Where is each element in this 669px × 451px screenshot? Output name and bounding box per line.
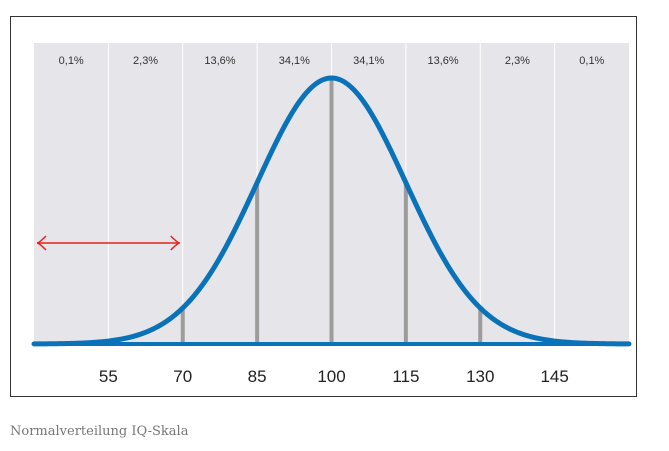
normal-curve xyxy=(31,75,632,347)
arrow-head-right xyxy=(170,235,180,251)
band-percentage-label: 0,1% xyxy=(579,55,604,67)
band-percentage-label: 34,1% xyxy=(353,55,384,67)
x-tick-label: 100 xyxy=(317,367,345,386)
x-tick-label: 85 xyxy=(248,367,267,386)
figure-caption: Normalverteilung IQ-Skala xyxy=(10,424,189,439)
x-tick-label: 70 xyxy=(173,367,192,386)
band-percentage-label: 0,1% xyxy=(59,55,84,67)
band-percentage-label: 13,6% xyxy=(204,55,235,67)
arrow-head-left xyxy=(36,235,47,251)
x-tick-label: 130 xyxy=(466,367,494,386)
band-percentage-label: 2,3% xyxy=(133,55,158,67)
x-tick-label: 55 xyxy=(99,367,118,386)
range-arrow xyxy=(36,235,180,251)
x-tick-label: 145 xyxy=(540,367,568,386)
band-percentage-label: 34,1% xyxy=(279,55,310,67)
x-tick-label: 115 xyxy=(392,367,419,386)
band-percentage-label: 13,6% xyxy=(427,55,458,67)
band-percentage-label: 2,3% xyxy=(505,55,530,67)
